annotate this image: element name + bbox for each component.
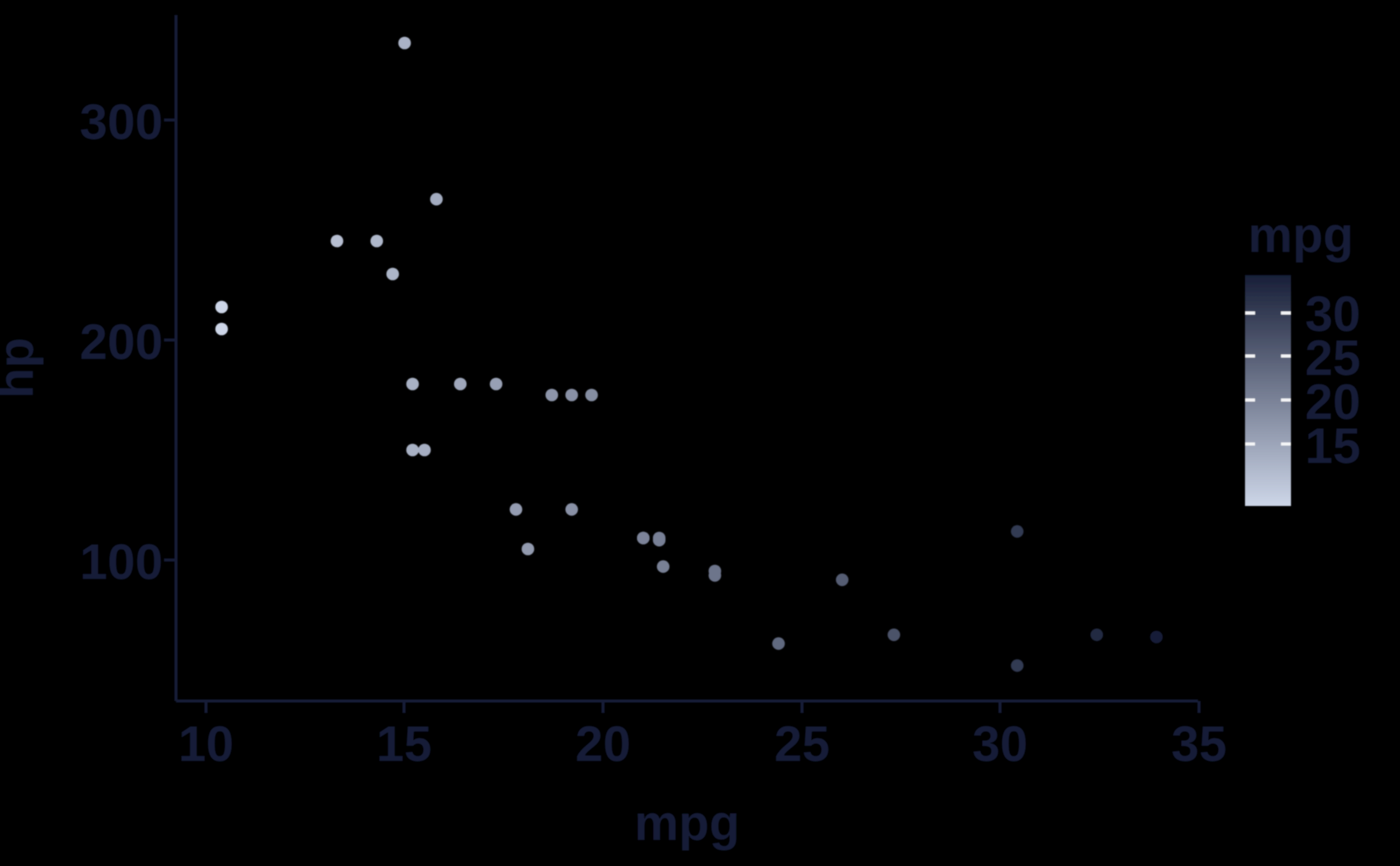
svg-text:30: 30: [972, 716, 1028, 772]
svg-text:hp: hp: [0, 337, 44, 398]
svg-text:15: 15: [376, 716, 432, 772]
svg-text:200: 200: [80, 314, 163, 370]
svg-text:mpg: mpg: [1248, 207, 1354, 263]
svg-text:20: 20: [575, 716, 631, 772]
svg-text:10: 10: [178, 716, 234, 772]
svg-text:mpg: mpg: [634, 795, 740, 851]
svg-text:300: 300: [80, 94, 163, 150]
svg-text:100: 100: [80, 534, 163, 590]
svg-text:25: 25: [774, 716, 830, 772]
svg-text:35: 35: [1171, 716, 1227, 772]
svg-text:15: 15: [1305, 418, 1361, 474]
